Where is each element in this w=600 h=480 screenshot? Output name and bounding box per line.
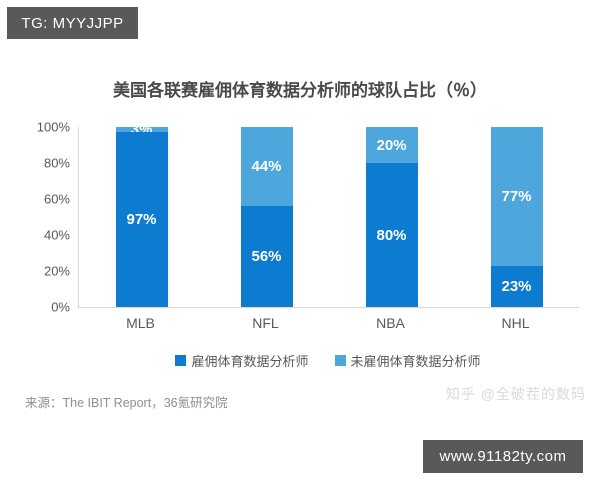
legend-swatch bbox=[175, 355, 187, 366]
tg-watermark-box: TG: MYYJJPP bbox=[7, 7, 138, 39]
tg-watermark-label: TG: MYYJJPP bbox=[21, 14, 124, 32]
bar-segment: 77% bbox=[490, 127, 543, 266]
bar-value-label: 56% bbox=[251, 248, 282, 266]
legend-item: 雇佣体育数据分析师 bbox=[175, 351, 309, 370]
legend-swatch bbox=[334, 355, 346, 366]
y-tick-label: 0% bbox=[51, 299, 70, 315]
bar-value-label: 80% bbox=[376, 226, 407, 244]
legend: 雇佣体育数据分析师 未雇佣体育数据分析师 bbox=[78, 351, 578, 370]
x-tick-label: MLB bbox=[126, 315, 155, 331]
bar-value-label: 44% bbox=[251, 158, 282, 176]
y-tick-label: 60% bbox=[43, 191, 70, 207]
legend-label: 雇佣体育数据分析师 bbox=[191, 354, 309, 369]
x-axis: MLB NFL NBA NHL bbox=[78, 315, 578, 331]
bar-mlb: 3% 97% bbox=[115, 121, 168, 307]
bar-value-label: 23% bbox=[501, 277, 532, 295]
chart-title: 美国各联赛雇佣体育数据分析师的球队占比（％） bbox=[113, 81, 487, 100]
plot-area: 3% 97% 44% 56% 20% 80% 77% 23% bbox=[78, 121, 579, 308]
bar-value-label: 77% bbox=[501, 187, 532, 205]
x-tick-label: NFL bbox=[252, 315, 279, 331]
y-tick-label: 100% bbox=[36, 119, 70, 135]
y-tick-label: 80% bbox=[43, 155, 70, 171]
bar-value-label: 97% bbox=[126, 211, 157, 229]
zhihu-watermark: 知乎 @全破茬的数码 bbox=[445, 386, 586, 402]
bar-nfl: 44% 56% bbox=[240, 127, 293, 307]
x-tick-label: NHL bbox=[501, 315, 530, 331]
bar-segment: 44% bbox=[240, 127, 293, 207]
y-tick-label: 40% bbox=[43, 227, 70, 243]
legend-label: 未雇佣体育数据分析师 bbox=[350, 354, 481, 369]
bar-value-label: 20% bbox=[376, 136, 407, 154]
x-tick-label: NBA bbox=[376, 315, 405, 331]
y-tick-label: 20% bbox=[43, 263, 70, 279]
source-note: 来源：The IBIT Report，36氪研究院 bbox=[25, 396, 228, 410]
bar-segment: 80% bbox=[365, 163, 418, 307]
bar-segment: 20% bbox=[365, 127, 418, 163]
website-watermark-label: www.91182ty.com bbox=[439, 448, 567, 465]
bar-segment: 23% bbox=[490, 265, 543, 307]
bars-container: 3% 97% 44% 56% 20% 80% 77% 23% bbox=[79, 121, 579, 307]
y-axis: 100% 80% 60% 40% 20% 0% bbox=[0, 120, 70, 315]
bar-segment: 97% bbox=[115, 132, 168, 307]
website-watermark-box: www.91182ty.com bbox=[423, 440, 583, 473]
bar-segment: 56% bbox=[240, 206, 293, 307]
bar-nba: 20% 80% bbox=[365, 127, 418, 307]
bar-nhl: 77% 23% bbox=[490, 127, 543, 307]
legend-item: 未雇佣体育数据分析师 bbox=[334, 351, 481, 370]
